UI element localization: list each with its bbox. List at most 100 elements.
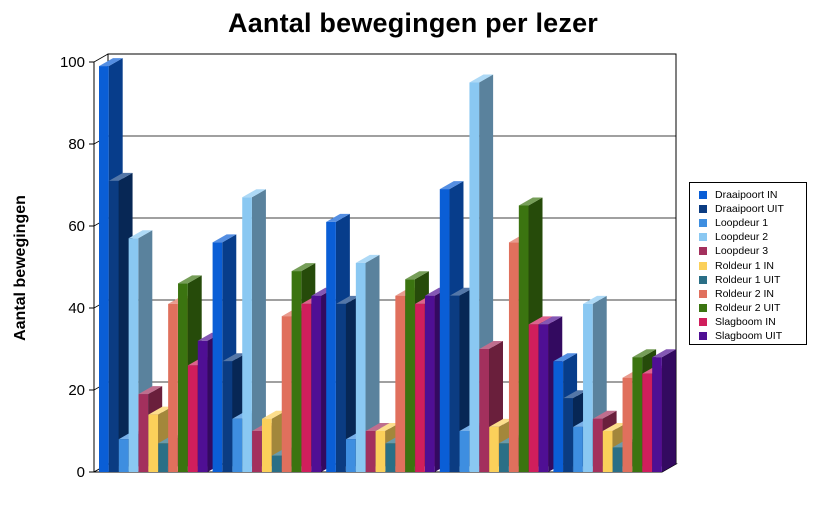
legend-swatch xyxy=(699,261,707,270)
bar xyxy=(326,221,336,472)
legend-swatch xyxy=(699,275,707,284)
bar xyxy=(375,431,386,472)
bar xyxy=(355,262,366,472)
bar-top xyxy=(291,263,316,272)
bar-top xyxy=(99,58,123,67)
bar xyxy=(232,418,243,472)
y-tick-label: 60 xyxy=(68,218,85,235)
bar xyxy=(301,303,312,472)
legend-item: Loopdeur 3 xyxy=(699,244,806,258)
bar-top xyxy=(375,423,400,431)
legend-item: Slagboom IN xyxy=(699,315,806,329)
legend-label: Loopdeur 2 xyxy=(715,231,769,244)
bar xyxy=(118,439,129,472)
legend-item: Draaipoort IN xyxy=(699,188,806,202)
legend-label: Roldeur 1 IN xyxy=(715,259,774,272)
legend-swatch xyxy=(699,205,707,214)
chart-legend: Draaipoort IN Draaipoort UIT Loopdeur 1 Loo… xyxy=(689,182,807,345)
chart-title: Aantal bewegingen per lezer xyxy=(228,8,598,38)
legend-label: Roldeur 2 IN xyxy=(715,287,774,300)
legend-label: Loopdeur 3 xyxy=(715,245,769,258)
bar xyxy=(222,361,233,472)
bar-top xyxy=(148,406,173,415)
bar xyxy=(538,324,549,472)
legend-swatch xyxy=(699,233,707,242)
legend-label: Loopdeur 1 xyxy=(715,217,769,230)
bar xyxy=(459,431,470,472)
bar xyxy=(385,443,396,472)
y-tick-label: 80 xyxy=(68,136,85,153)
bar xyxy=(168,303,178,472)
bar-top xyxy=(479,341,503,349)
bar xyxy=(508,242,519,472)
bar xyxy=(345,439,356,472)
bar-top xyxy=(469,74,494,83)
bar xyxy=(449,295,460,472)
legend-swatch xyxy=(699,191,707,200)
bar xyxy=(563,398,573,472)
bar xyxy=(187,365,198,472)
legend-label: Slagboom IN xyxy=(715,315,776,328)
bar-top xyxy=(563,390,587,399)
bar xyxy=(311,295,322,472)
bar xyxy=(336,303,346,472)
bar xyxy=(439,189,450,472)
legend-swatch xyxy=(699,247,707,256)
bar xyxy=(592,418,603,472)
bar xyxy=(281,316,292,472)
bar xyxy=(469,82,480,472)
bar-side xyxy=(251,189,266,473)
bar xyxy=(612,447,623,472)
y-tick-label: 20 xyxy=(68,382,85,399)
bar xyxy=(573,426,583,472)
bar-top xyxy=(222,353,247,362)
bar-top xyxy=(261,410,286,419)
gridline-side xyxy=(93,53,109,63)
bar xyxy=(415,303,425,472)
bar xyxy=(252,431,262,472)
bar xyxy=(499,443,509,472)
legend-swatch xyxy=(699,219,707,228)
bar-side xyxy=(365,254,380,472)
bar-top xyxy=(336,295,360,304)
bar xyxy=(242,197,252,473)
bar-top xyxy=(108,172,133,181)
bar xyxy=(148,414,159,472)
bar xyxy=(479,349,489,472)
legend-item: Loopdeur 2 xyxy=(699,230,806,244)
bar xyxy=(395,295,406,472)
bar-top xyxy=(592,410,617,419)
bar-top xyxy=(538,316,563,325)
bar-top xyxy=(583,295,607,304)
legend-item: Loopdeur 1 xyxy=(699,216,806,230)
bar-top xyxy=(602,423,627,431)
bar xyxy=(642,373,652,472)
bar-top xyxy=(242,189,266,198)
legend-item: Roldeur 1 UIT xyxy=(699,273,806,287)
bar xyxy=(553,361,564,472)
legend-item: Draaipoort UIT xyxy=(699,202,806,216)
bar-top xyxy=(632,349,657,358)
bar xyxy=(178,283,188,472)
bar-side xyxy=(661,349,676,472)
bar-top xyxy=(652,349,676,358)
bar xyxy=(622,377,633,472)
bar xyxy=(291,271,302,472)
legend-label: Slagboom UIT xyxy=(715,329,783,342)
bar-top xyxy=(553,353,578,362)
legend-item: Roldeur 2 IN xyxy=(699,287,806,301)
bar xyxy=(489,426,499,472)
legend-label: Draaipoort IN xyxy=(715,189,778,202)
y-tick-label: 100 xyxy=(60,54,85,71)
bar xyxy=(365,431,376,472)
bar-top xyxy=(365,423,390,431)
legend-item: Slagboom UIT xyxy=(699,329,806,343)
legend-item: Roldeur 1 IN xyxy=(699,258,806,272)
legend-item: Roldeur 2 UIT xyxy=(699,301,806,315)
legend-swatch xyxy=(699,317,707,326)
bar xyxy=(424,295,435,472)
bar xyxy=(212,242,223,472)
bar-top xyxy=(489,418,513,427)
bar xyxy=(158,443,168,472)
bar-top xyxy=(326,213,350,222)
